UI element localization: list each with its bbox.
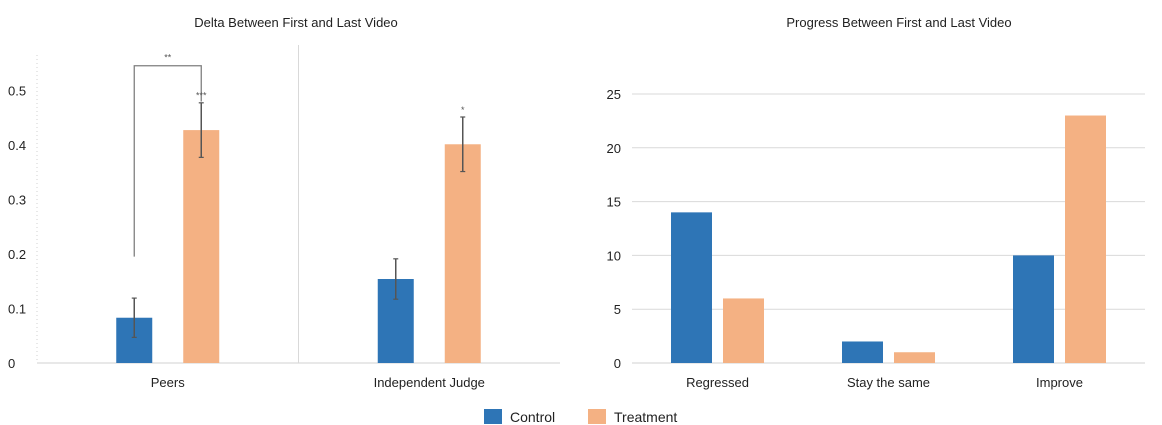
bar-treatment-independent-judge [444,144,481,363]
y-tick-label: 0.3 [8,192,26,207]
significance-label: ** [164,53,172,63]
significance-label: *** [196,90,207,100]
legend-swatch-treatment [588,409,606,424]
x-tick-label-improve: Improve [1036,375,1083,390]
y-tick-label: 25 [607,87,621,102]
x-tick-label-regressed: Regressed [686,375,749,390]
legend-swatch-control [484,409,502,424]
bar-treatment-peers [183,130,220,363]
y-tick-label: 0 [614,356,621,371]
legend-label-treatment: Treatment [614,409,677,425]
bar-control-stay-the-same [842,341,883,363]
x-tick-label-stay-the-same: Stay the same [847,375,930,390]
bar-treatment-stay-the-same [894,352,935,363]
y-tick-label: 20 [607,141,621,156]
x-tick-label-independent-judge: Independent Judge [374,375,485,390]
legend: Control Treatment [484,409,677,425]
y-tick-label: 0.2 [8,247,26,262]
delta-chart: Delta Between First and Last Video 0 0.1 0… [8,15,560,390]
bar-treatment-regressed [723,298,764,363]
y-tick-label: 0 [8,356,15,371]
bar-control-regressed [671,212,712,363]
significance-bracket [133,65,202,257]
y-tick-label: 5 [614,302,621,317]
progress-chart-title: Progress Between First and Last Video [786,15,1011,30]
y-tick-label: 0.5 [8,83,26,98]
progress-chart: Progress Between First and Last Video 0 5… [607,15,1145,390]
y-tick-label: 0.4 [8,138,26,153]
delta-chart-title: Delta Between First and Last Video [194,15,398,30]
y-tick-label: 10 [607,248,621,263]
legend-label-control: Control [510,409,555,425]
x-tick-label-peers: Peers [151,375,185,390]
bar-treatment-improve [1065,115,1106,364]
y-tick-label: 15 [607,195,621,210]
bar-control-improve [1013,255,1054,363]
y-tick-label: 0.1 [8,301,26,316]
significance-label: * [461,105,465,115]
